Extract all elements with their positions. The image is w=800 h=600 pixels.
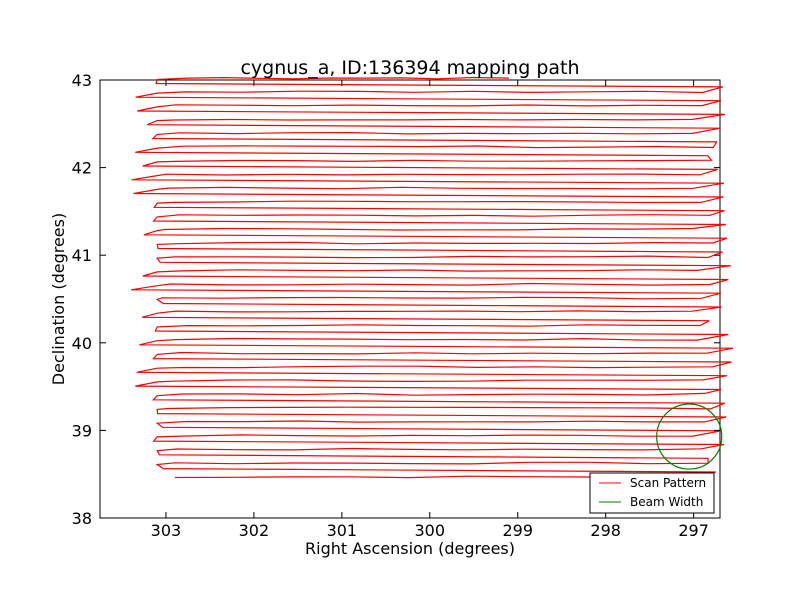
y-tick-label: 39 [72,421,92,440]
legend-box [589,472,715,514]
x-axis-title: Right Ascension (degrees) [305,539,515,558]
y-tick-label: 41 [72,246,92,265]
axis-ticks: 303 302 301 300 299 298 297 38 39 40 41 42 43 [72,71,720,540]
scan-pattern-line [131,76,734,479]
x-tick-label: 302 [239,521,270,540]
y-tick-label: 40 [72,334,92,353]
y-tick-label: 43 [72,71,92,90]
plot-frame [99,79,721,519]
chart-title: cygnus_a, ID:136394 mapping path [240,57,579,79]
y-tick-label: 38 [72,509,92,528]
y-axis-title: Declination (degrees) [49,213,68,385]
legend-label-beam: Beam Width [630,495,703,509]
scan-pattern-layer [131,76,734,479]
x-tick-label: 300 [415,521,446,540]
x-tick-label: 303 [151,521,182,540]
x-tick-label: 298 [590,521,621,540]
x-tick-label: 297 [678,521,709,540]
y-tick-label: 42 [72,159,92,178]
beam-width-circle [656,403,723,470]
x-tick-label: 299 [502,521,533,540]
beam-width-layer [656,403,723,470]
legend: Scan Pattern Beam Width [589,472,715,514]
legend-label-scan: Scan Pattern [630,476,706,490]
x-tick-label: 301 [327,521,358,540]
